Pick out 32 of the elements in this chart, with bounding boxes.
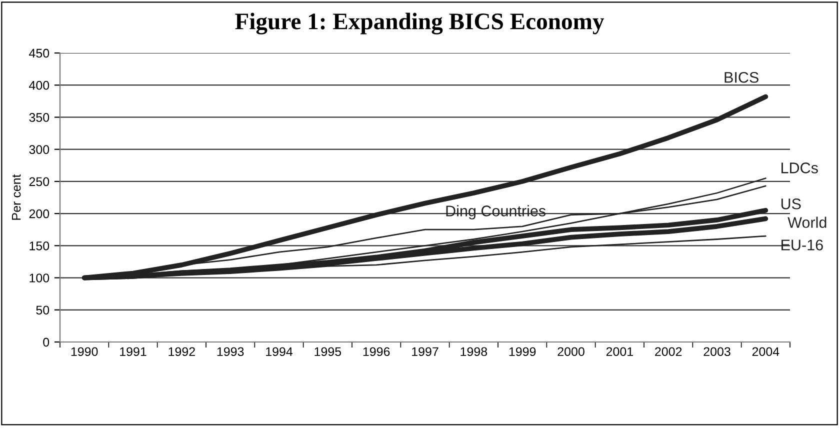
x-tick-label: 2001 bbox=[606, 347, 633, 356]
series-label: BICS bbox=[724, 72, 758, 83]
y-axis-title: Per cent bbox=[12, 174, 21, 220]
x-tick-label: 2004 bbox=[752, 347, 780, 356]
x-tick-label: 2002 bbox=[655, 347, 682, 356]
y-tick-label: 150 bbox=[30, 241, 50, 250]
y-tick-label: 250 bbox=[29, 177, 50, 186]
y-tick-label: 450 bbox=[29, 48, 50, 58]
x-tick-label: 1995 bbox=[314, 347, 342, 356]
x-tick-label: 1993 bbox=[217, 347, 244, 356]
y-tick-label: 200 bbox=[29, 209, 50, 218]
x-tick-label: 1990 bbox=[71, 347, 98, 356]
y-tick-label: 50 bbox=[36, 306, 50, 315]
y-tick-label: 0 bbox=[43, 338, 50, 347]
chart-title: Figure 1: Expanding BICS Economy bbox=[235, 12, 604, 34]
y-tick-label: 300 bbox=[29, 145, 50, 154]
x-tick-label: 1998 bbox=[460, 347, 488, 356]
x-tick-label: 1996 bbox=[363, 347, 390, 356]
x-tick-label: 1991 bbox=[120, 347, 146, 356]
x-tick-label: 1994 bbox=[266, 347, 293, 356]
x-tick-label: 1999 bbox=[509, 347, 536, 356]
series-label: EU-16 bbox=[782, 240, 823, 250]
y-tick-label: 100 bbox=[30, 274, 50, 282]
x-tick-label: 1992 bbox=[168, 347, 195, 356]
y-tick-label: 400 bbox=[29, 80, 50, 90]
series-label: World bbox=[788, 216, 826, 228]
series-label: LDCs bbox=[782, 162, 818, 174]
y-tick-label: 350 bbox=[29, 113, 50, 122]
x-tick-label: 1997 bbox=[412, 347, 438, 356]
x-tick-label: 2003 bbox=[704, 347, 730, 356]
x-tick-label: 2000 bbox=[558, 347, 584, 356]
series-label: US bbox=[781, 198, 801, 210]
